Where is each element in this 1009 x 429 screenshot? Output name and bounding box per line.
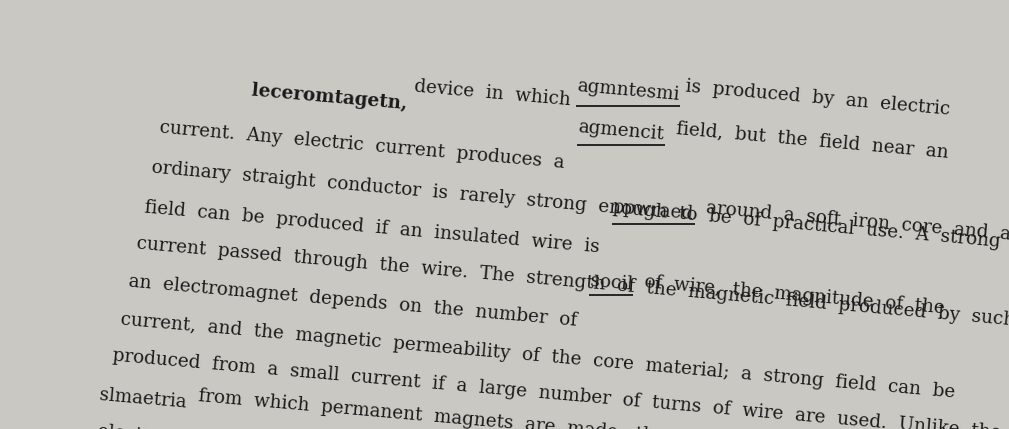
Text: device  in  which: device in which xyxy=(408,77,577,110)
Text: electromagnet  retains  little  of  the  magnetism  induced  in  it  by  the  cu: electromagnet retains little of the magn… xyxy=(91,423,943,429)
Text: field  can  be  produced  if  an  insulated  wire  is: field can be produced if an insulated wi… xyxy=(137,198,611,257)
Text: agmencit: agmencit xyxy=(577,118,665,144)
Text: of  wire,  the  magnitude  of  the: of wire, the magnitude of the xyxy=(632,272,945,317)
Text: an  electromagnet  depends  on  the  number  of: an electromagnet depends on the number o… xyxy=(122,272,589,331)
Text: current.  Any  electric  current  produces  a: current. Any electric current produces a xyxy=(153,118,577,173)
Text: ​leceromtagetn,: ​leceromtagetn, xyxy=(200,77,408,113)
Text: agmntesmi: agmntesmi xyxy=(576,77,680,104)
Text: field,  but  the  field  near  an: field, but the field near an xyxy=(663,118,948,161)
Text: current,  and  the  magnetic  permeability  of  the  core  material;  a  strong : current, and the magnetic permeability o… xyxy=(114,310,956,402)
Text: ppwraed: ppwraed xyxy=(611,198,694,223)
Text: from  which  permanent  magnets  are  made,  the  soft  iron  in  the  core  of : from which permanent magnets are made, t… xyxy=(186,386,948,429)
Text: current  passed  through  the  wire.  The  strength  of  the  magnetic  field  p: current passed through the wire. The str… xyxy=(130,234,1009,329)
Text: socil: socil xyxy=(589,272,634,294)
Text: ordinary  straight  conductor  is  rarely  strong  enough  to  be  of  practical: ordinary straight conductor is rarely st… xyxy=(145,158,1002,251)
Text: around  a  soft  iron  core  and  a: around a soft iron core and a xyxy=(693,198,1009,243)
Text: is  produced  by  an  electric: is produced by an electric xyxy=(679,77,950,119)
Text: produced  from  a  small  current  if  a  large  number  of  turns  of  wire  ar: produced from a small current if a large… xyxy=(106,346,1002,429)
Text: slmaetria: slmaetria xyxy=(99,386,187,411)
